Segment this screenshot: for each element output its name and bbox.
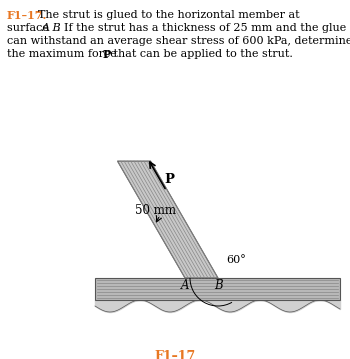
- Text: F1–17: F1–17: [154, 350, 196, 359]
- Text: the maximum force: the maximum force: [7, 49, 120, 59]
- Text: 60°: 60°: [226, 255, 246, 265]
- Text: P: P: [103, 49, 111, 60]
- Text: P: P: [164, 173, 175, 186]
- Text: The strut is glued to the horizontal member at: The strut is glued to the horizontal mem…: [38, 10, 300, 20]
- Text: F1–17.: F1–17.: [7, 10, 47, 21]
- Bar: [95, 278, 340, 300]
- Text: . If the strut has a thickness of 25 mm and the glue: . If the strut has a thickness of 25 mm …: [57, 23, 346, 33]
- Text: can withstand an average shear stress of 600 kPa, determine: can withstand an average shear stress of…: [7, 36, 350, 46]
- Text: B: B: [214, 279, 222, 292]
- Polygon shape: [118, 161, 218, 278]
- Text: surface: surface: [7, 23, 52, 33]
- Text: that can be applied to the strut.: that can be applied to the strut.: [110, 49, 293, 59]
- Text: A: A: [181, 279, 189, 292]
- Text: 50 mm: 50 mm: [135, 204, 176, 216]
- Text: A B: A B: [42, 23, 62, 33]
